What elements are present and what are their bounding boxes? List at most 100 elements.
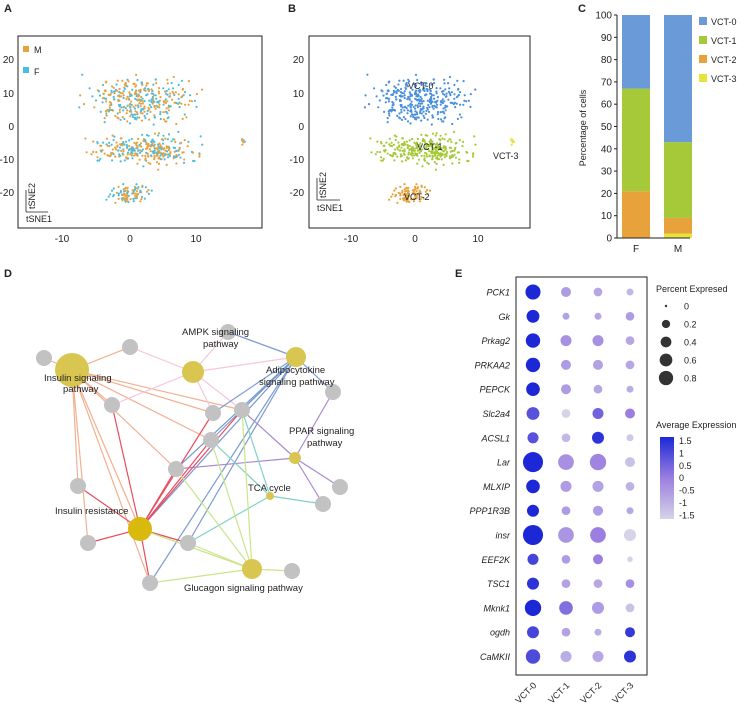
gene-node — [104, 397, 120, 413]
tsne-point — [426, 99, 429, 102]
tsne-point — [114, 148, 118, 151]
tsne-point — [166, 100, 169, 103]
tsne-point — [154, 78, 157, 81]
tsne-point — [397, 141, 400, 144]
tsne-point — [450, 156, 453, 159]
tsne-point — [409, 103, 412, 106]
tsne-point — [367, 103, 371, 106]
tsne-point — [444, 153, 447, 156]
tsne-point — [184, 103, 187, 106]
tsne-point — [387, 81, 390, 84]
label-insulin-resistance: Insulin resistance — [55, 506, 128, 517]
dot-PRKAA2-VCT-1 — [561, 359, 571, 370]
tsne-point — [169, 105, 172, 108]
legend-label-m: M — [34, 45, 42, 55]
tsne-point — [398, 79, 401, 82]
cluster-label-vct3: VCT-3 — [493, 151, 519, 161]
tsne-point — [403, 188, 406, 191]
dot-Mknk1-VCT-3 — [625, 603, 635, 613]
tsne-point — [451, 162, 454, 165]
tsne-point — [406, 109, 409, 112]
tsne-point — [445, 151, 449, 154]
cluster-label-vct0: VCT-0 — [408, 81, 434, 91]
tsne-point — [139, 191, 142, 194]
tsne-point — [117, 149, 120, 152]
tsne-point — [120, 106, 123, 109]
tsne-point — [243, 140, 246, 143]
tsne-point — [171, 90, 174, 93]
gene-label: insr — [495, 531, 511, 541]
tsne-point — [364, 94, 367, 97]
tsne-point — [108, 141, 111, 144]
tsne-point — [127, 80, 130, 83]
gene-node — [332, 479, 348, 495]
dot-Lar-VCT-0 — [522, 452, 544, 473]
tsne-point — [431, 132, 435, 135]
panel-b-frame — [308, 35, 531, 229]
tsne-point — [128, 103, 131, 106]
tsne-point — [117, 192, 120, 195]
tsne-point — [453, 97, 456, 100]
tsne-point — [422, 107, 425, 110]
tsne-point — [444, 88, 447, 91]
tsne-point — [111, 134, 114, 137]
tsne-point — [122, 150, 125, 153]
tsne-point — [96, 156, 99, 159]
tsne-point — [124, 140, 128, 143]
tsne-point — [406, 146, 409, 149]
tsne-point — [474, 88, 477, 91]
dot-Mknk1-VCT-0 — [524, 599, 542, 617]
tsne-point — [162, 103, 165, 106]
legend-swatch-m — [23, 46, 29, 52]
color-legend-bar — [660, 437, 674, 519]
tsne-point — [147, 89, 150, 93]
tsne-point — [405, 186, 408, 189]
tsne-point — [139, 111, 142, 115]
tsne-point — [135, 98, 138, 101]
tsne-point — [439, 87, 442, 90]
pathway-node-insulin-signaling — [55, 353, 89, 387]
dot-Gk-VCT-2 — [594, 312, 602, 320]
c-legend-label: VCT-2 — [711, 55, 737, 65]
tsne-point — [169, 151, 172, 154]
tsne-point — [191, 151, 195, 154]
tsne-point — [126, 78, 129, 81]
tsne-point — [172, 157, 175, 160]
tsne-point — [101, 97, 104, 100]
tsne-point — [118, 99, 121, 102]
c-ytick-label: 90 — [601, 33, 613, 44]
tsne-point — [139, 102, 142, 105]
tsne-point — [388, 137, 391, 140]
tsne-point — [141, 133, 144, 136]
tsne-point — [159, 96, 162, 99]
tsne-point — [179, 156, 182, 159]
panel-d-letter: D — [4, 268, 12, 280]
tsne-point — [416, 78, 419, 82]
tsne-point — [393, 134, 396, 137]
tsne-point — [107, 195, 110, 198]
tsne-point — [134, 152, 137, 155]
tsne-point — [182, 151, 185, 154]
tsne-point — [436, 103, 439, 106]
tsne-point — [92, 150, 95, 154]
tsne-point — [416, 162, 419, 165]
tsne-point — [401, 191, 404, 194]
tsne-point — [117, 117, 120, 120]
tsne-point — [409, 122, 412, 125]
tsne-point — [448, 75, 452, 79]
tsne-point — [122, 94, 125, 97]
tsne-point — [134, 92, 137, 95]
tsne-point — [158, 142, 161, 145]
tsne-point — [421, 165, 424, 168]
dot-PCK1-VCT-3 — [626, 288, 634, 296]
tsne-point — [122, 96, 125, 100]
tsne-point — [434, 152, 437, 155]
tsne-point — [426, 192, 429, 195]
tsne-point — [105, 137, 109, 140]
tsne-point — [406, 120, 410, 123]
tsne-point — [419, 108, 422, 111]
tsne-point — [422, 100, 425, 103]
tsne-point — [147, 188, 150, 192]
gene-node — [180, 535, 196, 551]
tsne-point — [172, 155, 175, 158]
